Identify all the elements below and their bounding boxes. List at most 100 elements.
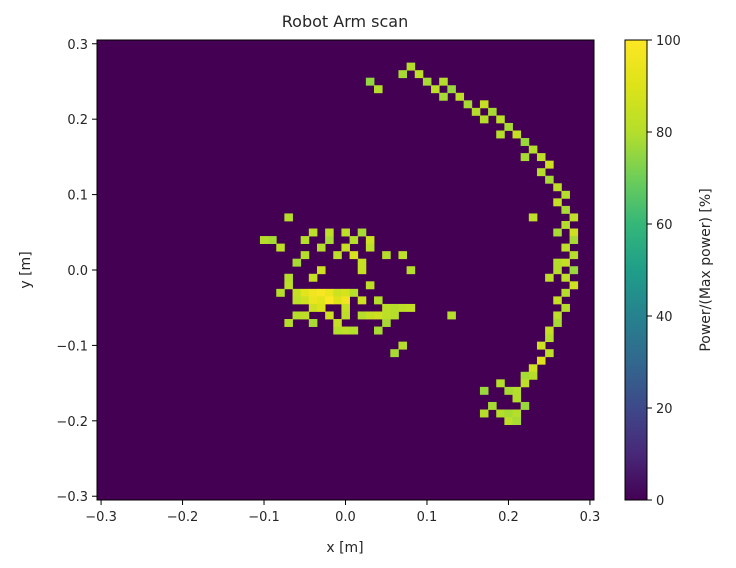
heatmap-cell xyxy=(553,296,562,305)
colorbar-label: Power/(Max power) [%] xyxy=(698,188,714,351)
heatmap-cell xyxy=(536,168,546,177)
heatmap-cell xyxy=(357,311,367,320)
heatmap-cell xyxy=(528,145,538,154)
heatmap-cell xyxy=(300,288,310,297)
y-axis: −0.3 −0.2 −0.1 0.0 0.1 0.2 0.3 xyxy=(56,38,97,505)
heatmap-cell xyxy=(561,220,570,229)
heatmap-cell xyxy=(390,303,399,312)
colorbar-tick-label: 80 xyxy=(656,126,673,141)
x-tick-label: −0.1 xyxy=(248,510,280,525)
heatmap-cell xyxy=(316,266,326,275)
heatmap-cell xyxy=(390,311,399,320)
heatmap-cell xyxy=(259,236,269,245)
heatmap-cell xyxy=(341,288,350,297)
heatmap-cells xyxy=(259,62,579,425)
heatmap-cell xyxy=(553,228,562,237)
heatmap-cell xyxy=(300,311,310,320)
heatmap-cell xyxy=(528,371,538,380)
heatmap-cell xyxy=(398,251,408,260)
heatmap-cell xyxy=(463,100,473,109)
heatmap-cell xyxy=(561,258,570,267)
heatmap-cell xyxy=(561,205,570,214)
heatmap-cell xyxy=(341,296,350,305)
heatmap-cell xyxy=(512,386,522,395)
heatmap-background xyxy=(97,40,594,500)
heatmap-cell xyxy=(349,236,359,245)
heatmap-cell xyxy=(365,243,375,252)
heatmap-cell xyxy=(308,296,318,305)
x-tick-label: 0.3 xyxy=(580,510,601,525)
heatmap-cell xyxy=(325,311,334,320)
heatmap-cell xyxy=(569,236,579,245)
heatmap-cell xyxy=(553,266,562,275)
x-tick-label: −0.3 xyxy=(85,510,117,525)
heatmap-cell xyxy=(382,311,391,320)
heatmap-cell xyxy=(496,115,505,124)
heatmap-cell xyxy=(536,356,546,365)
heatmap-cell xyxy=(406,62,416,71)
chart-title: Robot Arm scan xyxy=(282,12,408,31)
heatmap-cell xyxy=(479,115,489,124)
x-tick-label: 0.0 xyxy=(335,510,356,525)
heatmap-cell xyxy=(284,273,293,282)
heatmap-cell xyxy=(276,288,285,297)
heatmap-cell xyxy=(349,326,359,335)
heatmap-cell xyxy=(536,153,546,162)
heatmap-cell xyxy=(390,349,399,358)
heatmap-cell xyxy=(398,341,408,350)
heatmap-cell xyxy=(341,311,350,320)
heatmap-cell xyxy=(561,190,570,199)
colorbar-tick-label: 40 xyxy=(656,310,673,325)
y-tick-label: −0.1 xyxy=(56,339,88,354)
heatmap-cell xyxy=(569,251,579,260)
heatmap-cell xyxy=(520,138,530,146)
heatmap-cell xyxy=(398,70,408,79)
heatmap-cell xyxy=(308,273,318,282)
heatmap-cell xyxy=(569,228,579,237)
heatmap-cell xyxy=(316,303,326,312)
y-tick-label: 0.2 xyxy=(67,113,88,128)
heatmap-cell xyxy=(520,153,530,162)
heatmap-cell xyxy=(284,281,293,290)
heatmap-cell xyxy=(553,183,562,192)
heatmap-cell xyxy=(292,311,302,320)
y-tick-label: −0.3 xyxy=(56,490,88,505)
heatmap-cell xyxy=(520,379,530,388)
heatmap-cell xyxy=(545,160,554,169)
heatmap-cell xyxy=(341,303,350,312)
heatmap-cell xyxy=(553,198,562,207)
heatmap-cell xyxy=(374,85,383,94)
heatmap-cell xyxy=(569,213,579,222)
heatmap-cell xyxy=(357,258,367,267)
heatmap-cell xyxy=(561,273,570,282)
y-tick-label: 0.1 xyxy=(67,189,88,204)
heatmap-cell xyxy=(365,236,375,245)
heatmap-cell xyxy=(439,77,448,86)
heatmap-cell xyxy=(382,303,391,312)
colorbar-tick-label: 20 xyxy=(656,402,673,417)
heatmap-cell xyxy=(528,213,538,222)
heatmap-cell xyxy=(316,243,326,252)
x-axis: −0.3 −0.2 −0.1 0.0 0.1 0.2 0.3 xyxy=(85,500,600,525)
heatmap-cell xyxy=(333,251,342,260)
heatmap-cell xyxy=(406,303,416,312)
heatmap-cell xyxy=(545,334,554,343)
heatmap-cell xyxy=(292,296,302,305)
heatmap-cell xyxy=(365,311,375,320)
heatmap-cell xyxy=(276,243,285,252)
heatmap-cell xyxy=(365,77,375,86)
heatmap-cell xyxy=(382,319,391,327)
heatmap-cell xyxy=(431,85,440,94)
heatmap-cell xyxy=(357,266,367,275)
colorbar-tick-label: 60 xyxy=(656,218,673,233)
colorbar-tick-label: 0 xyxy=(656,494,664,509)
x-axis-label: x [m] xyxy=(326,540,363,556)
heatmap-cell xyxy=(382,251,391,260)
heatmap-cell xyxy=(512,130,522,139)
heatmap-cell xyxy=(561,303,570,312)
heatmap-cell xyxy=(357,296,367,305)
y-tick-label: 0.3 xyxy=(67,38,88,53)
heatmap-cell xyxy=(341,326,350,335)
heatmap-cell xyxy=(300,236,310,245)
